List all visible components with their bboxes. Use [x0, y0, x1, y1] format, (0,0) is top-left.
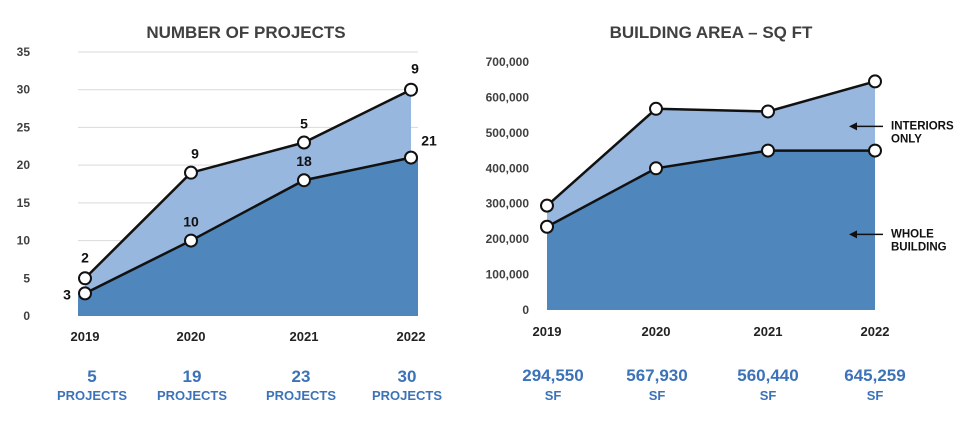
summary-unit: SF — [867, 388, 884, 403]
summary-value: 5 — [87, 367, 96, 386]
y-tick-label: 300,000 — [486, 197, 530, 211]
line-lower-series — [84, 156, 412, 295]
summary-value: 645,259 — [844, 366, 905, 385]
summary-value: 567,930 — [626, 366, 687, 385]
line-upper-series — [546, 80, 876, 207]
point-lower-series — [78, 286, 92, 301]
y-tick-label: 700,000 — [486, 55, 530, 69]
point-upper-series — [868, 74, 882, 89]
point-lower-series — [297, 173, 311, 188]
summary-item: 30 PROJECTS — [372, 367, 442, 403]
chart-title: NUMBER OF PROJECTS — [146, 23, 345, 42]
y-tick-label: 500,000 — [486, 126, 530, 140]
summary-unit: SF — [649, 388, 666, 403]
data-label-lower: 18 — [296, 153, 312, 169]
point-upper-series — [184, 165, 198, 180]
chart-title: BUILDING AREA – SQ FT — [610, 23, 813, 42]
summary-value: 30 — [398, 367, 417, 386]
y-tick-label: 400,000 — [486, 161, 530, 175]
summary-value: 560,440 — [737, 366, 798, 385]
area-upper-series — [85, 89, 411, 294]
x-tick-label: 2022 — [861, 324, 890, 339]
y-tick-label: 0 — [23, 309, 30, 323]
data-label-lower: 10 — [183, 214, 199, 230]
x-tick-label: 2020 — [642, 324, 671, 339]
y-tick-label: 30 — [17, 83, 31, 97]
y-tick-label: 10 — [17, 234, 31, 248]
data-label-upper: 9 — [191, 146, 199, 162]
summary-item: 560,440 SF — [737, 366, 798, 403]
chart-2: BUILDING AREA – SQ FT 0 100,000 200,000 300,… — [486, 23, 954, 403]
summary-unit: SF — [760, 388, 777, 403]
annotation-text: INTERIORS — [891, 120, 954, 132]
data-label-upper: 9 — [411, 61, 419, 77]
y-tick-label: 600,000 — [486, 90, 530, 104]
x-tick-label: 2022 — [397, 329, 426, 344]
y-tick-label: 35 — [17, 45, 31, 59]
area-upper-series — [547, 81, 875, 227]
summary-unit: PROJECTS — [266, 388, 336, 403]
y-tick-label: 15 — [17, 196, 31, 210]
y-tick-label: 100,000 — [486, 268, 530, 282]
point-upper-series — [649, 101, 663, 116]
annotation-text: BUILDING — [891, 241, 947, 253]
summary-value: 19 — [183, 367, 202, 386]
x-tick-label: 2019 — [71, 329, 100, 344]
summary-unit: PROJECTS — [157, 388, 227, 403]
line-lower-series — [546, 149, 875, 228]
summary-value: 294,550 — [522, 366, 583, 385]
point-lower-series — [404, 150, 418, 165]
data-label-lower: 21 — [421, 133, 437, 149]
point-lower-series — [868, 143, 882, 158]
summary-unit: PROJECTS — [57, 388, 127, 403]
summary-value: 23 — [292, 367, 311, 386]
y-tick-label: 5 — [23, 271, 30, 285]
point-lower-series — [649, 161, 663, 176]
data-label-upper: 5 — [300, 116, 308, 132]
y-tick-label: 200,000 — [486, 232, 530, 246]
y-tick-label: 20 — [17, 158, 31, 172]
point-upper-series — [404, 82, 418, 97]
y-tick-label: 25 — [17, 120, 31, 134]
summary-item: 23 PROJECTS — [266, 367, 336, 403]
x-tick-label: 2020 — [177, 329, 206, 344]
summary-item: 645,259 SF — [844, 366, 905, 403]
data-label-upper: 2 — [81, 249, 89, 265]
area-lower-series — [78, 156, 418, 316]
x-tick-label: 2021 — [754, 324, 783, 339]
annotation-text: ONLY — [891, 133, 922, 145]
summary-item: 567,930 SF — [626, 366, 687, 403]
annotation-text: WHOLE — [891, 228, 934, 240]
data-label-lower: 3 — [63, 286, 71, 302]
point-lower-series — [184, 233, 198, 248]
point-upper-series — [540, 198, 554, 213]
annotation-arrow-head — [849, 122, 857, 131]
point-lower-series — [540, 219, 554, 234]
summary-unit: SF — [545, 388, 562, 403]
annotation-arrow-head — [849, 230, 857, 239]
chart-1: NUMBER OF PROJECTS0510152025303531018212… — [17, 23, 443, 403]
point-upper-series — [761, 104, 775, 119]
x-tick-label: 2019 — [533, 324, 562, 339]
summary-item: 19 PROJECTS — [157, 367, 227, 403]
point-lower-series — [761, 143, 775, 158]
point-upper-series — [297, 135, 311, 150]
summary-item: 294,550 SF — [522, 366, 583, 403]
line-upper-series — [84, 88, 412, 280]
y-tick-label: 0 — [522, 303, 529, 317]
area-lower-series — [547, 150, 875, 310]
summary-unit: PROJECTS — [372, 388, 442, 403]
summary-item: 5 PROJECTS — [57, 367, 127, 403]
point-upper-series — [78, 271, 92, 286]
x-tick-label: 2021 — [290, 329, 319, 344]
